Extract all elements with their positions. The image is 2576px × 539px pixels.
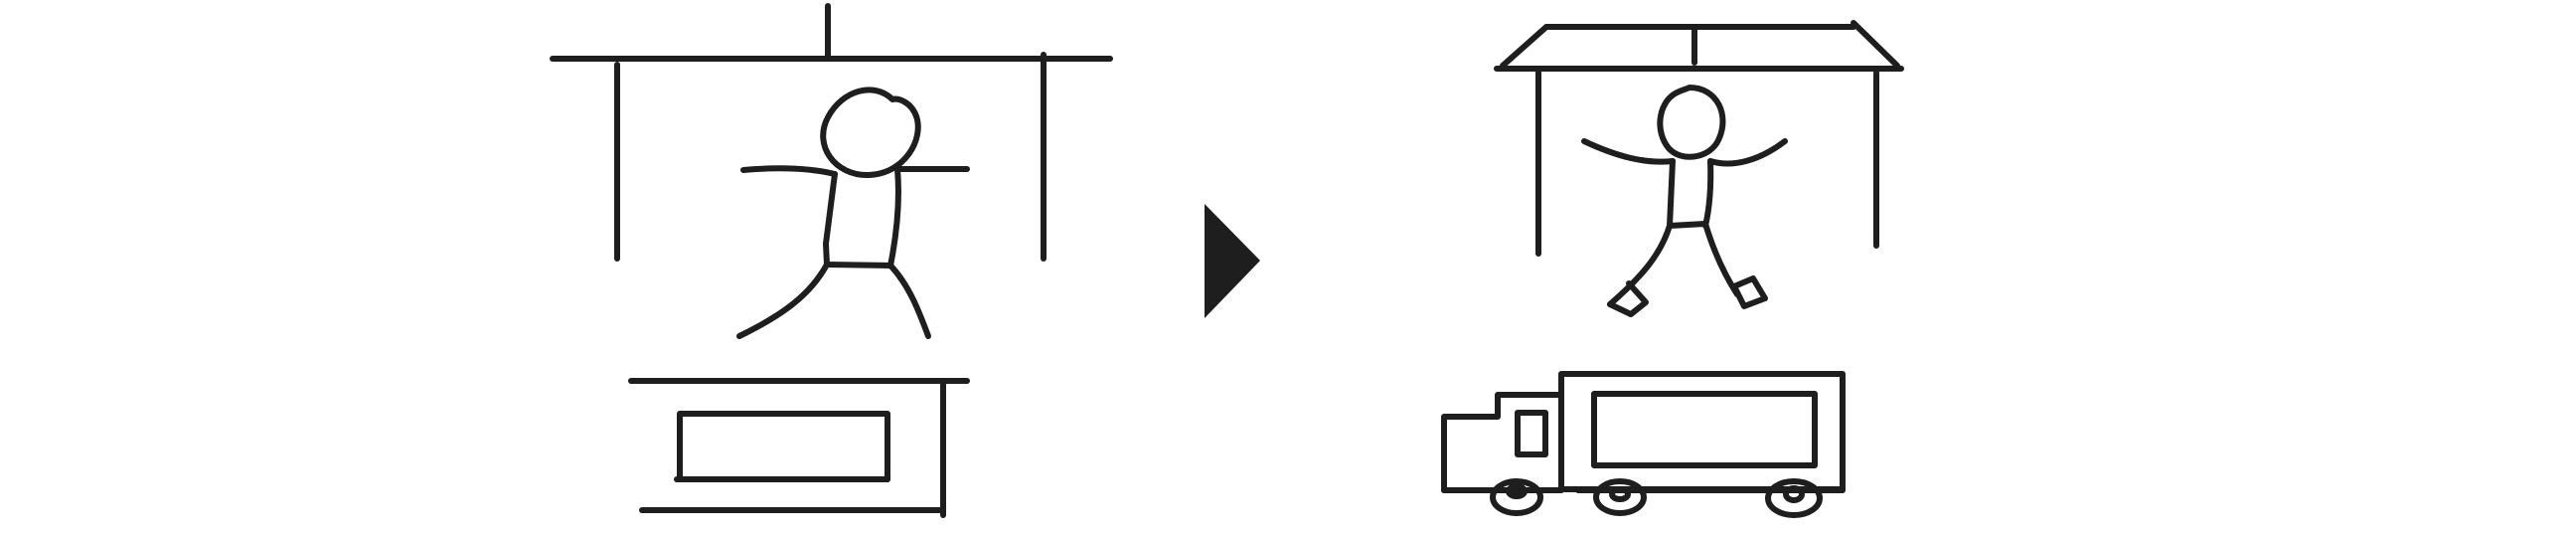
left-frame	[550, 3, 1113, 262]
right-stick-figure	[1581, 85, 1788, 317]
left-stick-figure	[736, 87, 970, 339]
right-roofed-frame	[1494, 20, 1904, 257]
truck-wheel-front	[1490, 478, 1543, 516]
connector-arrow	[1205, 204, 1260, 318]
left-box	[677, 411, 890, 482]
arrow-right-icon	[1205, 204, 1260, 318]
left-table	[628, 378, 970, 518]
truck-wheel-middle	[1593, 478, 1647, 516]
truck-wheel-rear	[1765, 478, 1823, 518]
truck-window	[1515, 410, 1548, 457]
after-scene	[1441, 20, 1904, 518]
truck	[1441, 371, 1846, 518]
truck-cargo-panel	[1591, 391, 1818, 468]
before-scene	[550, 3, 1113, 518]
